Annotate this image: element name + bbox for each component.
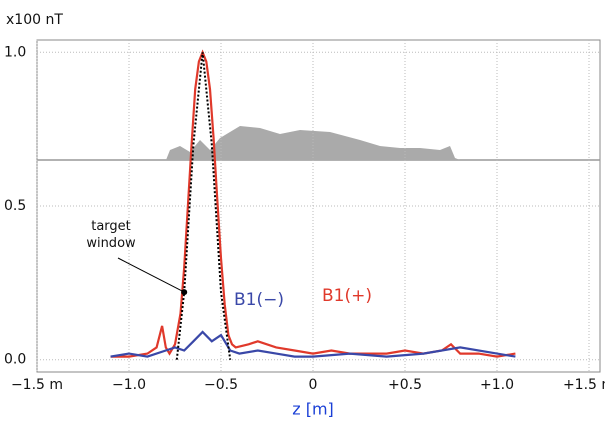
x-tick-label: −1.5 m	[11, 377, 63, 393]
series-label: B1(−)	[234, 290, 284, 310]
x-tick-label: −0.5	[204, 377, 238, 393]
x-tick-label: +1.5 m	[563, 377, 605, 393]
series-line	[110, 330, 516, 358]
x-tick-label: +0.5	[388, 377, 422, 393]
annotation-dot	[181, 289, 188, 296]
x-tick-label: +1.0	[480, 377, 514, 393]
x-axis-label: z [m]	[292, 400, 334, 419]
series-label: B1(+)	[322, 286, 372, 306]
x-tick-label: −1.0	[112, 377, 146, 393]
y-tick-label: 1.0	[4, 44, 26, 60]
y-unit-label: x100 nT	[6, 12, 63, 28]
y-tick-label: 0.0	[4, 352, 26, 368]
y-tick-label: 0.5	[4, 198, 26, 214]
annotation-arrow	[117, 257, 185, 293]
x-tick-label: 0	[309, 377, 318, 393]
target-window-label: target window	[86, 219, 136, 251]
